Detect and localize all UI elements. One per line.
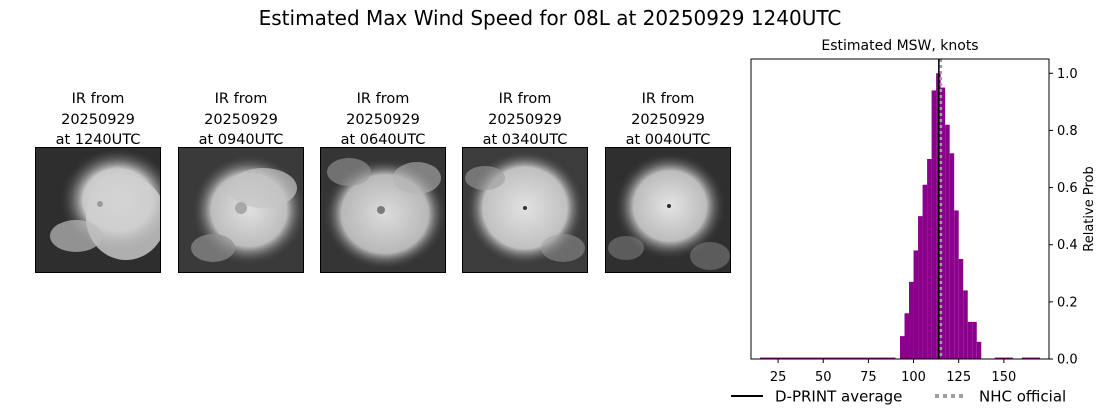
histogram-bar: [958, 259, 964, 359]
histogram-bar: [909, 281, 914, 359]
histogram-bar: [850, 357, 860, 359]
ir-satellite-image: [462, 147, 588, 273]
ir-caption: IR from 20250929 at 0940UTC: [178, 89, 304, 151]
ir-caption: IR from 20250929 at 1240UTC: [35, 89, 161, 151]
ir-panel-1: IR from 20250929 at 1240UTC: [35, 89, 161, 273]
histogram-bar: [940, 87, 946, 360]
legend-label: NHC official: [979, 388, 1066, 406]
histogram-bar: [904, 313, 910, 359]
plot-frame: [750, 58, 1050, 360]
ir-caption-line: IR from: [641, 91, 695, 107]
ir-caption-line: 20250929: [204, 111, 278, 128]
ir-panel-4: IR from 20250929 at 0340UTC: [462, 89, 588, 273]
ir-caption-line: IR from: [498, 91, 552, 107]
ir-panel-5: IR from 20250929 at 0040UTC: [605, 89, 731, 273]
ir-caption-line: IR from: [356, 91, 410, 107]
x-tick-label: 100: [901, 370, 926, 385]
x-tick-label: 25: [770, 370, 787, 385]
x-tick-label: 150: [991, 370, 1016, 385]
ir-caption-line: at 1240UTC: [55, 132, 141, 148]
histogram-bar: [963, 290, 968, 359]
x-tick-label: 125: [946, 370, 971, 385]
histogram-bar: [859, 357, 869, 359]
histogram-bar: [994, 357, 1006, 359]
histogram-bar: [931, 90, 937, 359]
histogram-bar: [1005, 357, 1013, 359]
ir-caption-line: at 0340UTC: [482, 132, 568, 148]
y-axis-label: Relative Prob: [1082, 166, 1097, 251]
ir-caption-line: at 0040UTC: [625, 132, 711, 148]
legend: D-PRINT average NHC official: [731, 388, 1066, 406]
histogram-bar: [954, 210, 959, 359]
ir-panel-3: IR from 20250929 at 0640UTC: [320, 89, 446, 273]
ir-caption-line: IR from: [71, 91, 125, 107]
ir-satellite-image: [178, 147, 304, 273]
ir-caption-line: IR from: [214, 91, 268, 107]
y-tick-label: 0.4: [1057, 238, 1078, 253]
histogram-bar: [949, 153, 955, 359]
figure-title: Estimated Max Wind Speed for 08L at 2025…: [258, 6, 842, 30]
ir-caption-line: 20250929: [631, 111, 705, 128]
ir-caption-line: 20250929: [488, 111, 562, 128]
histogram-bar: [913, 250, 919, 359]
histogram-bar: [976, 341, 982, 359]
ir-satellite-image: [320, 147, 446, 273]
histogram-bar: [877, 357, 887, 359]
histogram-bar: [972, 321, 977, 359]
y-tick-label: 0.8: [1057, 124, 1078, 139]
x-tick-label: 75: [860, 370, 877, 385]
ir-caption-line: 20250929: [61, 111, 135, 128]
ir-caption: IR from 20250929 at 0340UTC: [462, 89, 588, 151]
y-tick-label: 0.2: [1057, 295, 1078, 310]
ir-caption-line: at 0940UTC: [198, 132, 284, 148]
histogram-bar: [927, 159, 932, 359]
ir-satellite-image: [35, 147, 161, 273]
histogram-bar: [868, 357, 878, 359]
histogram-bar: [1021, 357, 1040, 359]
y-tick-label: 0.0: [1057, 353, 1078, 368]
histogram-bar: [945, 124, 950, 359]
ir-caption-line: at 0640UTC: [340, 132, 426, 148]
ir-caption-line: 20250929: [346, 111, 420, 128]
x-tick-label: 50: [815, 370, 832, 385]
chart-title: Estimated MSW, knots: [821, 38, 978, 54]
ir-caption: IR from 20250929 at 0640UTC: [320, 89, 446, 151]
ir-caption: IR from 20250929 at 0040UTC: [605, 89, 731, 151]
histogram-bar: [886, 357, 896, 359]
ir-panel-2: IR from 20250929 at 0940UTC: [178, 89, 304, 273]
histogram-bar: [900, 336, 905, 359]
histogram-bar: [918, 216, 923, 359]
y-tick-label: 1.0: [1057, 67, 1078, 82]
ir-satellite-image: [605, 147, 731, 273]
histogram-bar: [967, 321, 973, 359]
legend-label: D-PRINT average: [775, 388, 902, 406]
histogram-bar: [922, 184, 928, 359]
histogram-bar: [760, 357, 851, 359]
y-tick-label: 0.6: [1057, 181, 1078, 196]
